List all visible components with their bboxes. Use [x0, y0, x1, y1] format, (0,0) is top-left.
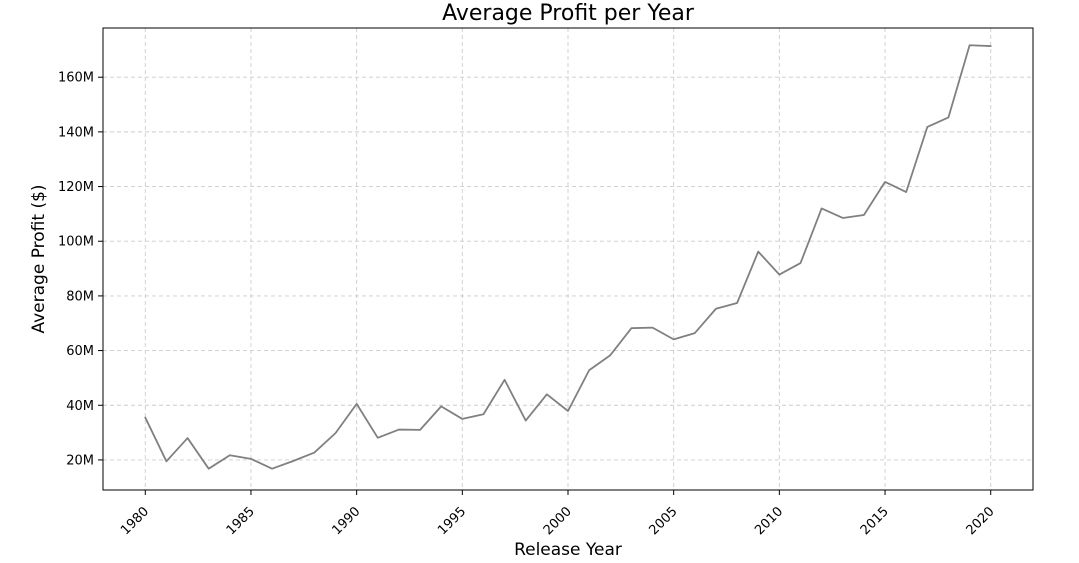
y-tick-label: 60M	[66, 344, 94, 359]
y-tick-label: 20M	[66, 453, 94, 468]
x-tick-label: 1980	[118, 504, 152, 538]
y-tick-label: 140M	[58, 125, 94, 140]
axis-ticks: 1980 1985 1990 1995 2000 2005 2010 2015 2020 20M 4…	[58, 71, 998, 539]
y-tick-label: 120M	[58, 180, 94, 195]
x-tick-label: 2020	[964, 504, 998, 538]
x-tick-label: 2005	[647, 504, 681, 538]
y-tick-label: 100M	[58, 235, 94, 250]
series-layer	[144, 44, 992, 470]
x-tick-label: 2000	[541, 504, 575, 538]
x-tick-label: 2015	[858, 504, 892, 538]
y-tick-label: 160M	[58, 71, 94, 86]
series-line	[144, 44, 992, 470]
chart-title: Average Profit per Year	[442, 1, 695, 26]
x-tick-label: 1995	[435, 504, 469, 538]
y-tick-label: 80M	[66, 289, 94, 304]
x-tick-label: 2010	[752, 504, 786, 538]
y-axis-label: Average Profit ($)	[29, 184, 49, 333]
x-axis-label: Release Year	[514, 540, 622, 560]
x-tick-label: 1985	[224, 504, 258, 538]
y-tick-label: 40M	[66, 399, 94, 414]
grid	[103, 28, 1033, 490]
x-tick-label: 1990	[329, 504, 363, 538]
